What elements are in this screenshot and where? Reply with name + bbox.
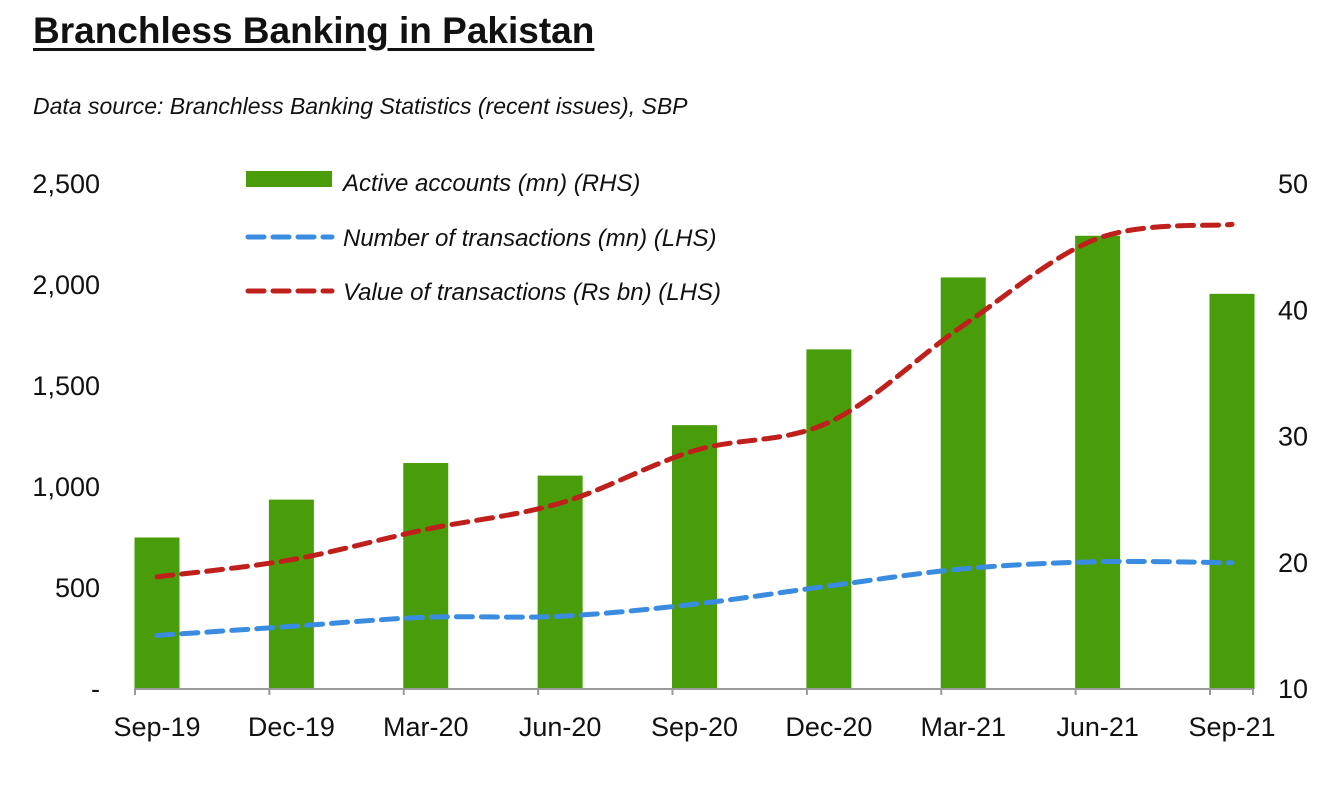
bar-sep-21 — [1209, 293, 1255, 689]
legend-label: Active accounts (mn) (RHS) — [341, 170, 640, 197]
legend-label: Value of transactions (Rs bn) (LHS) — [343, 279, 721, 306]
x-tick-label: Dec-19 — [248, 712, 335, 742]
legend-swatch-bar — [246, 171, 332, 187]
x-tick-label: Sep-19 — [113, 712, 200, 742]
number-of-transactions-line — [154, 558, 1235, 638]
right-tick-label: 20 — [1278, 548, 1308, 578]
bar-dec-20 — [806, 349, 852, 689]
left-tick-label: - — [91, 674, 100, 704]
bars-group — [134, 235, 1255, 689]
bar-mar-21 — [940, 277, 986, 689]
legend: Active accounts (mn) (RHS) Number of tran… — [245, 170, 721, 306]
x-tick-label: Sep-20 — [651, 712, 738, 742]
value-of-transactions-line — [154, 221, 1235, 580]
x-tick-label: Mar-21 — [920, 712, 1006, 742]
right-axis-ticks: 10 20 30 40 50 — [1278, 169, 1308, 704]
x-axis-ticks: Sep-19 Dec-19 Mar-20 Jun-20 Sep-20 Dec-20 Mar-… — [113, 689, 1276, 742]
legend-item: Active accounts (mn) (RHS) — [246, 170, 640, 197]
left-tick-label: 500 — [55, 573, 100, 603]
left-tick-label: 1,000 — [32, 472, 100, 502]
right-tick-label: 50 — [1278, 169, 1308, 199]
x-tick-label: Sep-21 — [1188, 712, 1275, 742]
bar-dec-19 — [268, 499, 314, 689]
x-tick-label: Dec-20 — [785, 712, 872, 742]
bar-jun-21 — [1075, 235, 1121, 689]
x-tick-label: Jun-20 — [519, 712, 602, 742]
chart-title: Branchless Banking in Pakistan — [33, 10, 595, 51]
legend-item: Value of transactions (Rs bn) (LHS) — [245, 279, 721, 306]
left-tick-label: 2,500 — [32, 169, 100, 199]
bar-sep-19 — [134, 537, 180, 689]
left-tick-label: 1,500 — [32, 371, 100, 401]
right-tick-label: 10 — [1278, 674, 1308, 704]
right-tick-label: 40 — [1278, 295, 1308, 325]
bar-jun-20 — [537, 475, 583, 689]
lines-group — [154, 221, 1235, 638]
x-tick-label: Mar-20 — [383, 712, 469, 742]
legend-label: Number of transactions (mn) (LHS) — [343, 225, 716, 252]
bar-mar-20 — [403, 463, 449, 689]
left-tick-label: 2,000 — [32, 270, 100, 300]
right-tick-label: 30 — [1278, 422, 1308, 452]
legend-item: Number of transactions (mn) (LHS) — [245, 225, 716, 252]
chart-subtitle: Data source: Branchless Banking Statisti… — [33, 93, 688, 119]
bar-sep-20 — [672, 425, 717, 689]
left-axis-ticks: - 500 1,000 1,500 2,000 2,500 — [32, 169, 100, 704]
x-tick-label: Jun-21 — [1056, 712, 1139, 742]
